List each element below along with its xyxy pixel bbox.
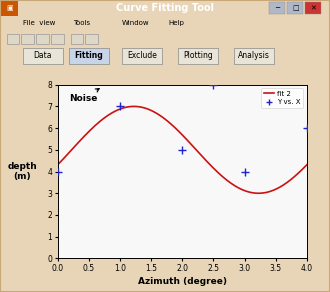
Bar (269, 2, 285, 14)
Text: Data: Data (34, 51, 52, 60)
Bar (0, 0, 18, 16)
Bar (287, 2, 303, 14)
Bar (305, 2, 321, 14)
fit 2 (176, 129, 180, 132)
Text: Noise: Noise (69, 88, 99, 103)
Bar (178, 48, 218, 64)
Y vs. X (211, 82, 216, 87)
fit 2 (261, 191, 265, 195)
Text: Exclude: Exclude (127, 51, 157, 60)
Y vs. X (304, 126, 310, 131)
Bar (71, 34, 83, 44)
X-axis label: Azimuth (degree): Azimuth (degree) (138, 277, 227, 286)
Text: Curve Fitting Tool: Curve Fitting Tool (116, 3, 214, 13)
Bar (69, 48, 109, 64)
Text: File  view: File view (23, 20, 55, 26)
Bar (234, 48, 274, 64)
Y vs. X (117, 104, 123, 109)
fit 2 (305, 163, 309, 166)
Y vs. X (242, 169, 247, 174)
Text: Window: Window (122, 20, 150, 26)
Line: fit 2: fit 2 (58, 106, 307, 193)
Bar (7, 34, 19, 44)
fit 2 (132, 105, 136, 108)
Y vs. X (180, 147, 185, 152)
Y vs. X (55, 169, 60, 174)
Bar (36, 34, 49, 44)
Text: Help: Help (168, 20, 184, 26)
Text: ▣: ▣ (6, 5, 13, 11)
fit 2 (205, 159, 209, 163)
Text: Fitting: Fitting (75, 51, 104, 60)
Text: Tools: Tools (73, 20, 90, 26)
Bar (122, 48, 162, 64)
Bar (51, 34, 64, 44)
Bar (23, 48, 63, 64)
fit 2 (56, 163, 60, 166)
Y-axis label: depth
(m): depth (m) (8, 162, 37, 181)
Text: ─: ─ (275, 5, 279, 11)
Text: ✕: ✕ (311, 5, 316, 11)
Legend: fit 2, Y vs. X: fit 2, Y vs. X (261, 88, 303, 108)
fit 2 (175, 127, 179, 131)
Text: Plotting: Plotting (183, 51, 213, 60)
Text: □: □ (292, 5, 299, 11)
Bar (85, 34, 98, 44)
Bar (21, 34, 34, 44)
Text: Analysis: Analysis (238, 51, 270, 60)
fit 2 (256, 192, 260, 195)
fit 2 (191, 145, 195, 148)
fit 2 (300, 168, 304, 171)
